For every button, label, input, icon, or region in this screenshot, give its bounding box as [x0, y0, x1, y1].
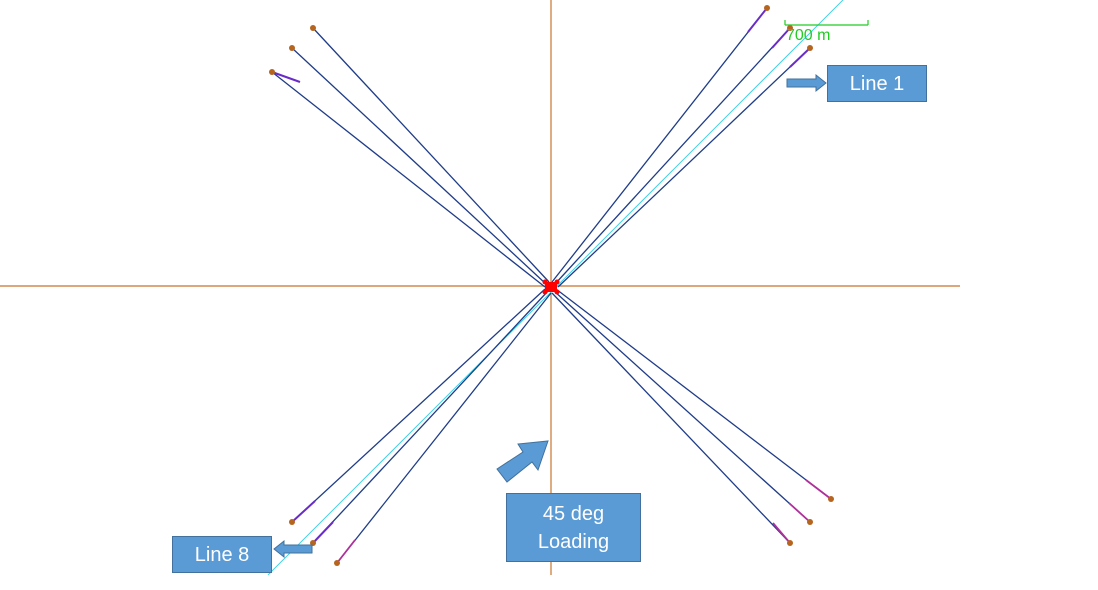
- mooring-line: [555, 288, 832, 500]
- mooring-line: [553, 290, 811, 523]
- anchor-point-icon: [828, 496, 834, 502]
- anchor-point-icon: [787, 540, 793, 546]
- line-8-callout: Line 8: [172, 536, 272, 573]
- arrow-left-icon: [273, 539, 313, 559]
- mooring-end-segment: [747, 7, 768, 33]
- loading-direction-arrow-icon: [496, 440, 549, 483]
- mooring-end-segment: [805, 479, 832, 500]
- mooring-group-nw: [271, 27, 550, 288]
- anchor-point-icon: [807, 519, 813, 525]
- line-1-label: Line 1: [849, 72, 905, 95]
- scale-bar: [784, 20, 869, 26]
- vessel-icon: [542, 279, 560, 295]
- mooring-line-8: [312, 290, 549, 544]
- anchor-point-icon: [807, 45, 813, 51]
- anchor-point-icon: [289, 45, 295, 51]
- mooring-line-1: [557, 47, 811, 288]
- mooring-group-sw: [291, 288, 552, 564]
- mooring-end-segment: [772, 522, 791, 544]
- mooring-group-se: [551, 288, 832, 544]
- anchor-point-icon: [787, 25, 793, 31]
- mooring-line: [336, 292, 552, 564]
- loading-text-label: Loading: [537, 530, 610, 553]
- anchor-point-icon: [334, 560, 340, 566]
- scale-bar-label: 700 m: [786, 27, 831, 44]
- mooring-line: [271, 71, 546, 288]
- mooring-end-segment: [336, 539, 356, 564]
- mooring-end-segment: [789, 47, 811, 68]
- mooring-line: [312, 27, 550, 283]
- mooring-end-segment: [271, 71, 301, 83]
- mooring-end-segment: [788, 502, 811, 523]
- mooring-end-segment: [291, 500, 316, 523]
- arrow-right-icon: [786, 73, 827, 93]
- mooring-line: [291, 288, 546, 523]
- loading-direction-callout: 45 deg Loading: [506, 493, 641, 562]
- mooring-line: [291, 47, 547, 285]
- mooring-line: [551, 292, 791, 544]
- mooring-line: [554, 27, 791, 285]
- anchor-point-icon: [310, 25, 316, 31]
- line-8-label: Line 8: [194, 543, 250, 566]
- mooring-end-segment: [771, 27, 791, 49]
- anchor-point-icon: [269, 69, 275, 75]
- mooring-group-ne: [551, 7, 811, 288]
- anchor-point-icon: [289, 519, 295, 525]
- mooring-end-segment: [312, 521, 334, 544]
- line-1-callout: Line 1: [827, 65, 927, 102]
- mooring-line: [551, 7, 768, 283]
- anchor-point-icon: [764, 5, 770, 11]
- loading-angle-label: 45 deg: [542, 502, 605, 525]
